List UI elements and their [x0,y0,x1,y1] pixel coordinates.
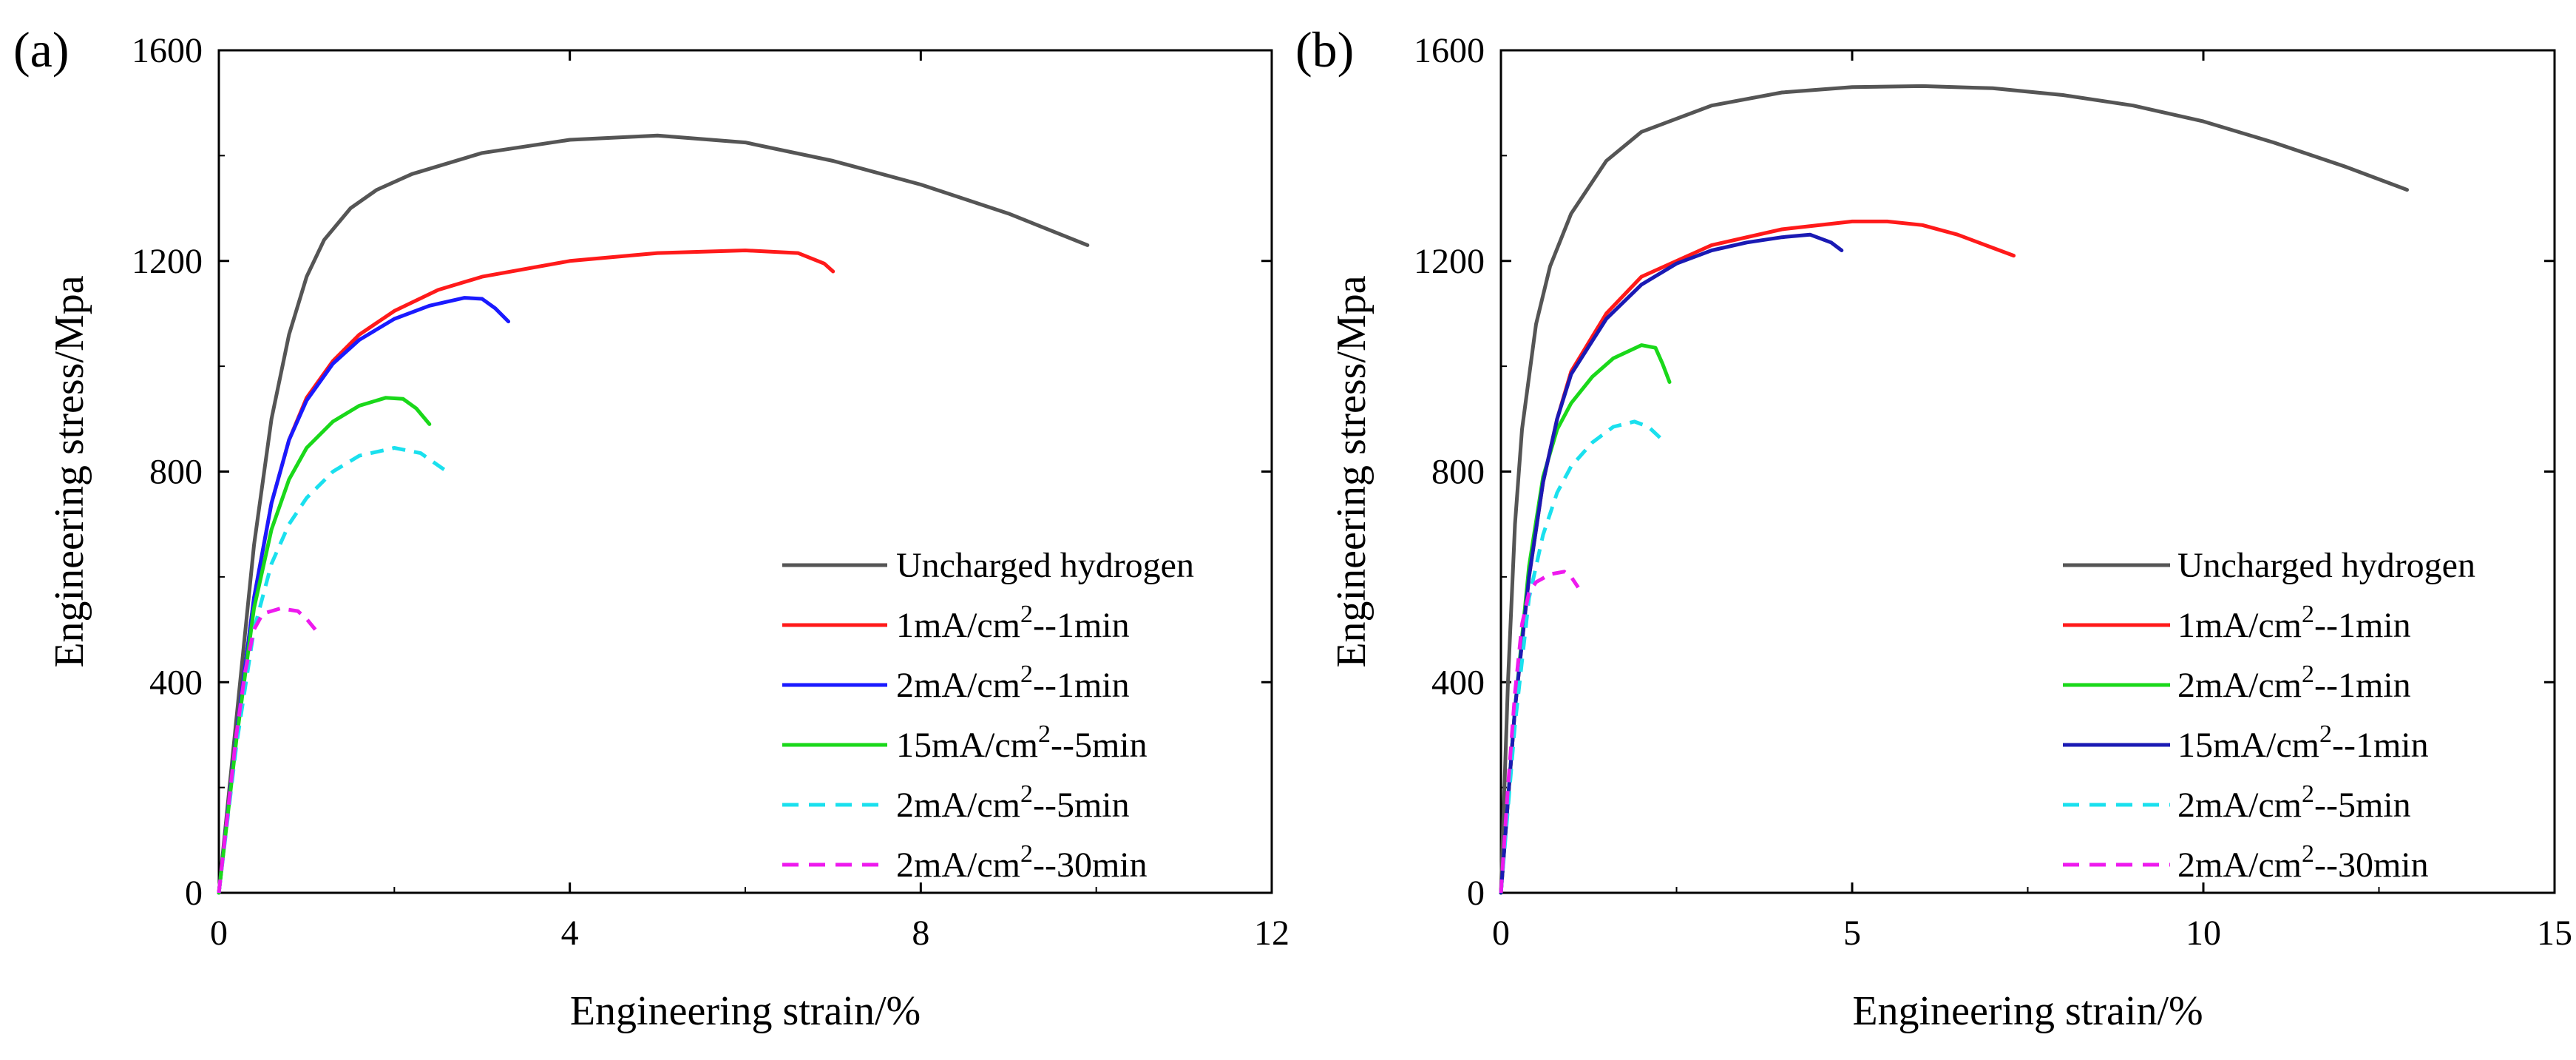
legend-label-tail: --1min [2314,666,2411,705]
legend-label-superscript: 2 [1038,720,1051,748]
legend-label-main: 2mA/cm [896,845,1020,885]
x-axis-title: Engineering strain/% [1852,988,2203,1034]
y-tick-label: 800 [149,453,203,492]
legend-label-tail: --1min [1033,666,1130,705]
legend-label-superscript: 2 [2319,720,2332,748]
y-tick-label: 1600 [1414,31,1485,70]
series-line [1499,219,2016,895]
legend-label-tail: --30min [1033,845,1148,885]
x-tick-label: 0 [1492,914,1510,953]
x-tick-label: 15 [2537,914,2572,953]
panel-label: (a) [13,21,69,78]
legend-label-main: 2mA/cm [2177,786,2302,825]
legend-label-tail: --1min [2314,606,2411,645]
legend-entry: Uncharged hydrogen [2177,546,2475,585]
y-tick-label: 1600 [132,31,203,70]
legend-label-superscript: 2 [1020,661,1033,688]
legend-label-tail: --5min [1033,786,1130,825]
legend-entry: 2mA/cm2--30min [2177,840,2429,885]
legend-label-main: 2mA/cm [2177,666,2302,705]
legend-label-tail: --30min [2314,845,2429,885]
y-tick-label: 1200 [1414,242,1485,281]
legend-label-superscript: 2 [1020,840,1033,868]
legend-entry: 2mA/cm2--1min [896,661,1130,705]
y-tick-label: 400 [149,663,203,702]
legend-label-superscript: 2 [2302,601,2314,628]
legend-label-tail: --1min [2332,726,2429,765]
series-line [217,249,835,895]
series-line [1499,84,2409,895]
legend-label-tail: --5min [2314,786,2411,825]
legend: Uncharged hydrogen1mA/cm2--1min2mA/cm2--… [2063,546,2475,885]
legend-label-main: 2mA/cm [2177,845,2302,885]
legend-label-superscript: 2 [1020,601,1033,628]
series-line [1499,232,1844,895]
series-line [217,446,448,894]
plot-frame [217,49,1273,894]
legend-entry: 2mA/cm2--5min [2177,780,2411,825]
chart-panel-a: 0 4 8 12 0 400 800 1200 1600 Engineering strain/%… [13,21,1289,1034]
x-tick-label: 10 [2186,914,2221,953]
y-tick-label: 0 [185,874,203,913]
legend-entry: 2mA/cm2--5min [896,780,1130,825]
y-tick-label: 400 [1431,663,1485,702]
legend-entry: 2mA/cm2--1min [2177,661,2411,705]
legend-entry: 1mA/cm2--1min [2177,601,2411,645]
legend-entry: 1mA/cm2--1min [896,601,1130,645]
legend-label-superscript: 2 [2302,840,2314,868]
legend-label-tail: --5min [1051,726,1148,765]
legend-label-superscript: 2 [2302,661,2314,688]
chart-panel-b: 0 5 10 15 0 400 800 1200 1600 Engineering strain/… [1295,21,2572,1034]
legend-label-main: Uncharged hydrogen [2177,546,2475,585]
series-line [1499,419,1664,894]
legend-label-main: 2mA/cm [896,786,1020,825]
y-tick-label: 0 [1467,874,1485,913]
legend-label-main: 15mA/cm [2177,726,2319,765]
legend-label-main: 1mA/cm [896,606,1020,645]
plot-frame [1499,49,2556,894]
series-line [217,607,317,894]
y-axis-title: Engineering stress/Mpa [1329,275,1375,667]
legend-label-main: Uncharged hydrogen [896,546,1194,585]
x-tick-label: 8 [912,914,929,953]
legend-label-main: 2mA/cm [896,666,1020,705]
legend-label-main: 1mA/cm [2177,606,2302,645]
legend-label-tail: --1min [1033,606,1130,645]
series-line [217,133,1090,895]
legend-label-superscript: 2 [2302,780,2314,808]
y-axis-title: Engineering stress/Mpa [47,275,92,667]
x-tick-label: 4 [561,914,579,953]
legend-entry: 15mA/cm2--5min [896,720,1148,765]
x-tick-label: 12 [1254,914,1289,953]
legend: Uncharged hydrogen1mA/cm2--1min2mA/cm2--… [782,546,1194,885]
legend-label-superscript: 2 [1020,780,1033,808]
y-tick-label: 800 [1431,453,1485,492]
x-tick-label: 0 [210,914,228,953]
y-tick-label: 1200 [132,242,203,281]
legend-entry: 15mA/cm2--1min [2177,720,2429,765]
series-line [217,296,511,895]
panel-label: (b) [1295,21,1354,78]
legend-entry: 2mA/cm2--30min [896,840,1148,885]
legend-label-main: 15mA/cm [896,726,1038,765]
x-tick-label: 5 [1843,914,1861,953]
series-line [217,396,432,895]
x-axis-title: Engineering strain/% [570,988,921,1034]
legend-entry: Uncharged hydrogen [896,546,1194,585]
